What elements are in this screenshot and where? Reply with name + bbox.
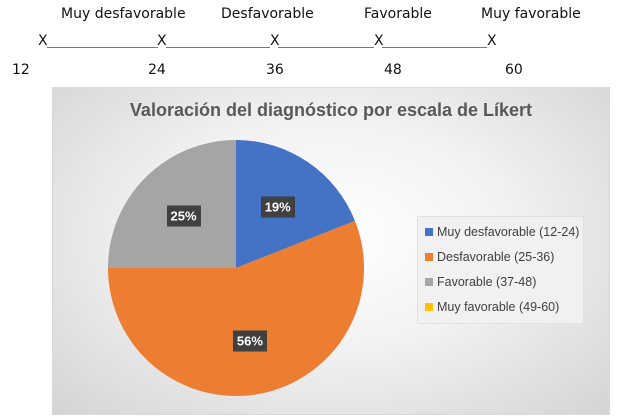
scale-line <box>47 47 158 48</box>
chart-title: Valoración del diagnóstico por escala de… <box>129 100 533 120</box>
legend-label: Favorable (37-48) <box>437 275 537 289</box>
scale-tick: 60 <box>505 62 523 78</box>
pie-slice <box>236 140 356 268</box>
legend-item: Muy favorable (49-60) <box>425 300 559 314</box>
scale-line <box>382 47 487 48</box>
legend-item: Desfavorable (25-36) <box>425 250 554 264</box>
legend-item: Favorable (37-48) <box>425 275 536 289</box>
scale-line <box>278 47 374 48</box>
scale-line <box>166 47 270 48</box>
scale-label-2: Desfavorable <box>221 6 314 22</box>
legend-swatch <box>425 228 433 236</box>
legend: Muy desfavorable (12-24) Desfavorable (2… <box>417 216 584 324</box>
scale-label-1: Muy desfavorable <box>61 6 186 22</box>
scale-tick: 36 <box>266 62 284 78</box>
scale-marker: X <box>38 33 48 49</box>
legend-swatch <box>425 278 433 286</box>
scale-tick: 48 <box>384 62 402 78</box>
scale-marker: X <box>374 33 384 49</box>
pie-slice <box>108 140 236 268</box>
scale-marker: X <box>487 33 497 49</box>
pie-chart: Valoración del diagnóstico por escala de… <box>52 87 610 415</box>
legend-item: Muy desfavorable (12-24) <box>425 225 579 239</box>
scale-marker: X <box>157 33 167 49</box>
data-label: 25% <box>166 205 201 226</box>
legend-swatch <box>425 253 433 261</box>
pie-slice <box>108 220 364 396</box>
scale-label-4: Muy favorable <box>481 6 581 22</box>
pie-svg <box>108 140 364 396</box>
legend-label: Muy favorable (49-60) <box>437 300 560 314</box>
scale-tick: 12 <box>12 62 30 78</box>
legend-label: Muy desfavorable (12-24) <box>437 225 580 239</box>
data-label: 19% <box>260 196 295 218</box>
data-label: 56% <box>232 330 267 352</box>
scale-marker: X <box>270 33 280 49</box>
scale-label-3: Favorable <box>364 6 432 22</box>
legend-swatch <box>425 303 433 311</box>
scale-tick: 24 <box>148 62 166 78</box>
legend-label: Desfavorable (25-36) <box>437 250 555 264</box>
